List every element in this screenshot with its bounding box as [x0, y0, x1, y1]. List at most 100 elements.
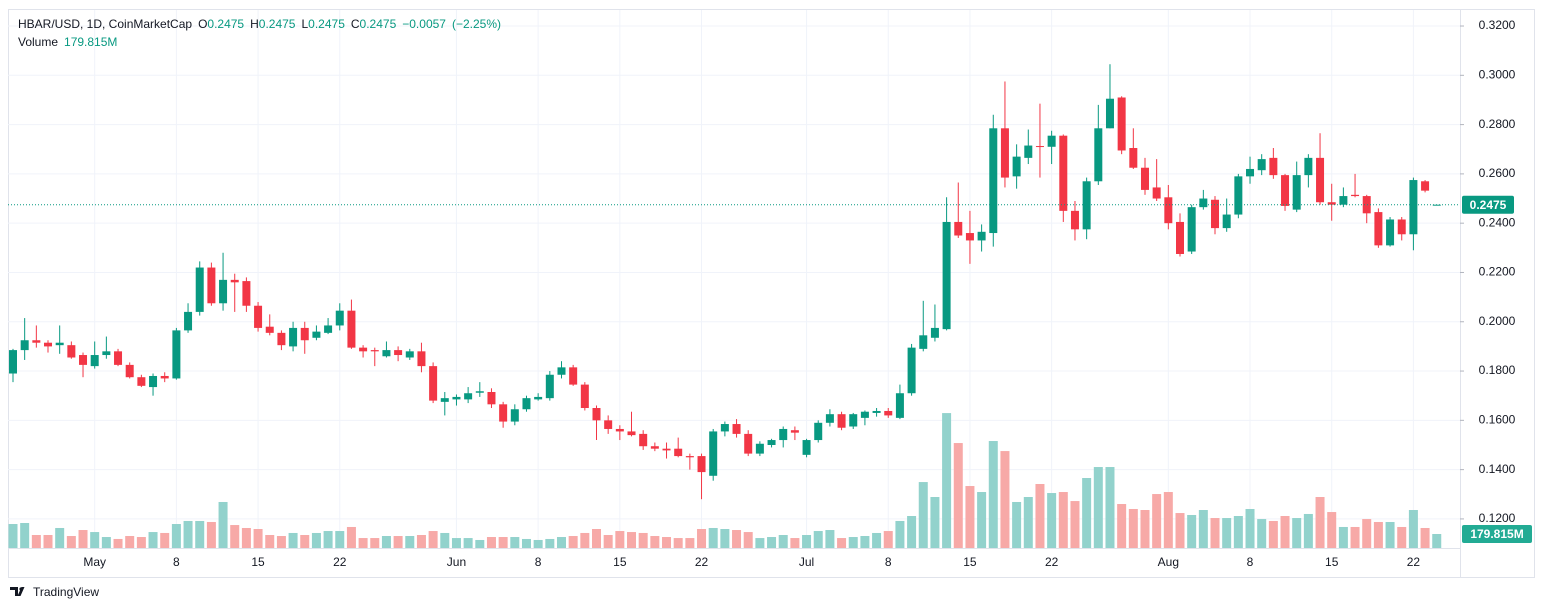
- candle-body: [172, 330, 181, 379]
- volume-bar: [393, 536, 403, 548]
- y-tick-label: 0.2600: [1479, 166, 1516, 180]
- candle-body: [79, 355, 88, 365]
- volume-value: 179.815M: [64, 35, 118, 49]
- volume-bar: [942, 413, 952, 548]
- volume-bar: [755, 538, 765, 548]
- volume-bar: [732, 530, 742, 548]
- candle-body: [289, 327, 298, 347]
- candle-body: [604, 420, 613, 429]
- candle-body: [9, 350, 17, 374]
- candle-body: [720, 424, 729, 432]
- candle-body: [1129, 148, 1138, 168]
- axis-layer: 0.1200 0.1400 0.1600 0.1800 0.2000 0.2200 0.24…: [8, 18, 1532, 569]
- ohlc-label: C: [350, 17, 360, 31]
- volume-bar: [101, 537, 111, 548]
- candle-body: [195, 267, 204, 312]
- volume-bar: [381, 536, 391, 548]
- volume-bar: [1420, 527, 1430, 548]
- candle-body: [1222, 214, 1231, 229]
- volume-bar: [241, 527, 251, 548]
- ohlc-value: 0.2475: [207, 17, 245, 31]
- volume-bar: [638, 532, 648, 548]
- candle-body: [429, 366, 438, 401]
- volume-bar: [697, 529, 707, 548]
- volume-bar: [533, 539, 543, 548]
- candle-body: [989, 128, 998, 234]
- x-tick-label: Aug: [1158, 555, 1179, 569]
- candle-body: [1035, 146, 1044, 148]
- y-tick-label: 0.1600: [1479, 413, 1516, 427]
- volume-bar: [323, 531, 333, 548]
- candle-body: [1199, 198, 1208, 208]
- volume-bar: [1280, 516, 1290, 548]
- volume-bar: [1292, 518, 1302, 548]
- volume-bar: [568, 536, 578, 548]
- candle-body: [265, 326, 274, 333]
- x-tick-label: Jul: [799, 555, 814, 569]
- volume-bar: [1268, 520, 1278, 548]
- candle-body: [1059, 135, 1068, 211]
- candle-body: [510, 409, 519, 422]
- ohlc-value: 0.2475: [258, 17, 296, 31]
- volume-bar: [160, 532, 170, 548]
- volume-bar: [1105, 467, 1115, 548]
- volume-bar: [1373, 521, 1383, 548]
- volume-bar: [183, 520, 193, 548]
- candle-body: [1421, 181, 1430, 191]
- candle-body: [1304, 157, 1313, 176]
- volume-bar: [907, 516, 917, 548]
- candle-body: [1374, 212, 1383, 246]
- x-tick-label: 8: [173, 555, 180, 569]
- candle-body: [312, 331, 321, 338]
- candle-body: [324, 325, 333, 333]
- x-tick-label: May: [83, 555, 106, 569]
- volume-bar: [1385, 521, 1395, 548]
- volume-bar: [335, 531, 345, 548]
- candle-body: [942, 221, 951, 330]
- volume-bar: [1012, 501, 1022, 548]
- volume-bar: [148, 532, 158, 548]
- volume-bar: [603, 534, 613, 548]
- candle-body: [1269, 157, 1278, 176]
- x-tick-label: 15: [1325, 555, 1339, 569]
- volume-bar: [1303, 513, 1313, 548]
- candle-body: [32, 340, 41, 343]
- candle-body: [522, 398, 531, 410]
- volume-bar: [1233, 516, 1243, 548]
- candle-body: [67, 345, 76, 358]
- volume-bar: [463, 538, 473, 548]
- volume-bar: [405, 536, 415, 548]
- candle-body: [627, 431, 636, 436]
- volume-bar: [265, 534, 275, 548]
- candle-body: [860, 411, 869, 418]
- candle-body: [1257, 159, 1266, 171]
- volume-bar: [965, 486, 975, 548]
- candle-body: [592, 408, 601, 421]
- volume-bar: [860, 536, 870, 548]
- candle-body: [580, 384, 589, 409]
- volume-bar: [370, 538, 380, 548]
- volume-layer: [8, 413, 1442, 548]
- volume-bar: [66, 536, 76, 548]
- candle-body: [1152, 187, 1161, 199]
- candle-body: [1140, 167, 1149, 190]
- symbol: HBAR/USD, 1D, CoinMarketCap: [18, 17, 193, 31]
- volume-bar: [416, 534, 426, 548]
- volume-bar: [440, 532, 450, 548]
- volume-bar: [171, 524, 181, 548]
- candle-body: [569, 367, 578, 385]
- volume-bar: [1245, 508, 1255, 548]
- candle-body: [452, 396, 461, 400]
- volume-bar: [673, 538, 683, 548]
- candle-body: [1094, 128, 1103, 182]
- volume-bar: [615, 531, 625, 548]
- candle-body: [825, 414, 834, 423]
- candle-body: [1117, 97, 1126, 151]
- volume-bar: [1117, 504, 1127, 548]
- volume-bar: [346, 526, 356, 548]
- candle-body: [1164, 197, 1173, 224]
- candle-body: [1187, 207, 1196, 252]
- volume-bar: [136, 537, 146, 548]
- candle-body: [744, 433, 753, 454]
- candle-body: [779, 428, 788, 441]
